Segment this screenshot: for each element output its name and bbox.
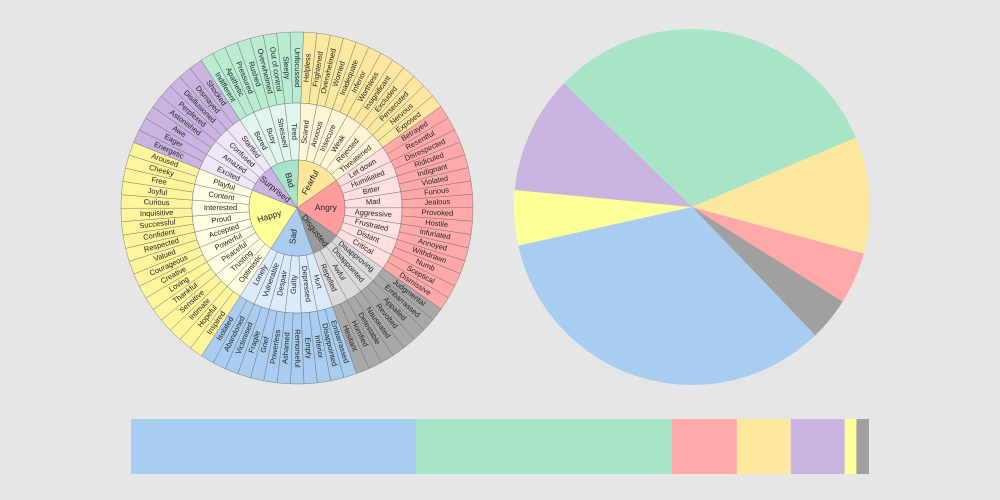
middle-label: Bitter	[362, 183, 382, 196]
middle-label: Aggressive	[354, 207, 392, 219]
outer-label: Free	[151, 175, 168, 187]
outer-label: Jealous	[424, 197, 450, 207]
bar-segment	[790, 419, 845, 474]
outer-label: Provoked	[421, 208, 453, 218]
bar-segment	[736, 419, 791, 474]
middle-label: Mad	[366, 196, 381, 206]
middle-label: Proud	[211, 213, 232, 225]
outer-label: Furious	[424, 185, 450, 197]
middle-label: Tired	[290, 123, 300, 140]
outer-label: Inquisitive	[140, 208, 174, 218]
outer-label: Grief	[258, 335, 271, 354]
outer-label: Helpless	[301, 53, 312, 83]
pie-slice	[692, 207, 843, 336]
pie-slice	[692, 207, 864, 302]
bar-segment	[856, 419, 869, 474]
outer-label: Hostile	[425, 218, 449, 230]
bar-segment	[415, 419, 672, 474]
core-segment	[252, 167, 298, 209]
middle-label: Hurt	[312, 274, 325, 291]
core-label: Angry	[315, 202, 338, 212]
outer-label: Empty	[303, 337, 314, 359]
outer-label: Ashamed	[280, 332, 291, 364]
middle-label: Content	[208, 189, 236, 202]
middle-label: Depressed	[300, 265, 313, 302]
outer-label: Inferior	[313, 335, 326, 360]
pie-slice	[563, 29, 856, 208]
pie-slice	[518, 207, 816, 385]
bar-segment	[844, 419, 857, 474]
pie-slice	[514, 190, 692, 246]
bar-segment	[671, 419, 737, 474]
core-label: Sad	[287, 228, 299, 244]
outer-label: Remorseful	[293, 329, 302, 368]
middle-label: Scared	[299, 120, 311, 145]
core-label: Bad	[283, 171, 297, 189]
core-segment	[296, 180, 346, 236]
middle-label: Interested	[204, 203, 237, 212]
pie-slice	[692, 137, 871, 254]
bar-segment	[131, 419, 416, 474]
outer-label: Joyful	[147, 186, 168, 197]
middle-label: Guilty	[289, 274, 299, 294]
outer-label: Unfocussed	[293, 48, 302, 88]
outer-label: Curious	[144, 197, 170, 207]
core-segment	[248, 189, 298, 249]
pie-slice	[514, 83, 692, 207]
outer-label: Sleepy	[281, 56, 292, 80]
outer-label: Successful	[139, 217, 176, 230]
